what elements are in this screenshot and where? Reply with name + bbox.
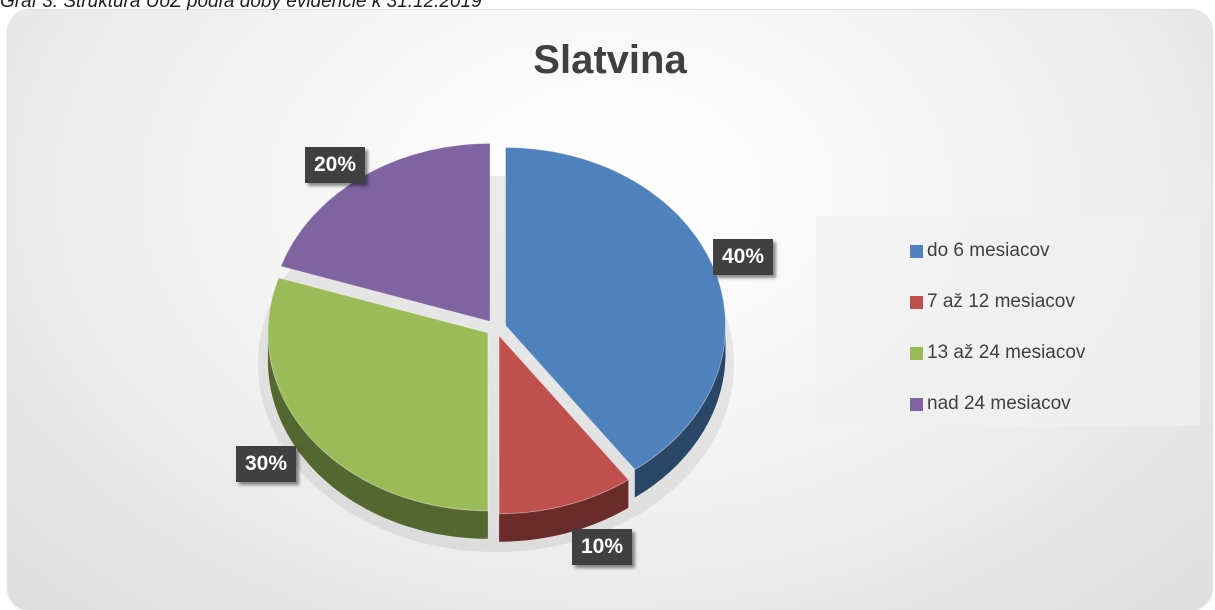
legend-item: nad 24 mesiacov (910, 393, 1071, 415)
data-label: 20% (305, 147, 366, 183)
legend-swatch (910, 397, 923, 411)
legend-item: 13 až 24 mesiacov (910, 342, 1085, 364)
pie-slice (498, 334, 630, 515)
pie-slice (267, 277, 489, 512)
legend-label: 13 až 24 mesiacov (927, 342, 1086, 363)
pie-chart (258, 143, 734, 552)
legend-item: do 6 mesiacov (910, 240, 1050, 262)
pie-slice-side (634, 325, 726, 498)
data-label: 40% (713, 239, 774, 275)
legend-swatch (910, 346, 923, 360)
pie-slice-side (267, 332, 488, 539)
legend-label: do 6 mesiacov (927, 240, 1050, 261)
data-label: 10% (572, 529, 633, 565)
data-label: 30% (236, 446, 297, 482)
chart-area: Slatvina do 6 mesiacov 7 až 12 mesiacov … (8, 10, 1212, 610)
legend-swatch (910, 244, 923, 258)
chart-title: Slatvina (533, 38, 687, 82)
legend-swatch (910, 295, 923, 309)
legend-item: 7 až 12 mesiacov (910, 291, 1075, 313)
legend-label: nad 24 mesiacov (927, 393, 1071, 414)
pie-slice-side (499, 479, 629, 542)
figure-caption: Graf 3: Štruktúra UoZ podľa doby evidenc… (0, 0, 482, 12)
legend-label: 7 až 12 mesiacov (927, 291, 1075, 312)
legend: do 6 mesiacov 7 až 12 mesiacov 13 až 24 … (816, 216, 1200, 426)
